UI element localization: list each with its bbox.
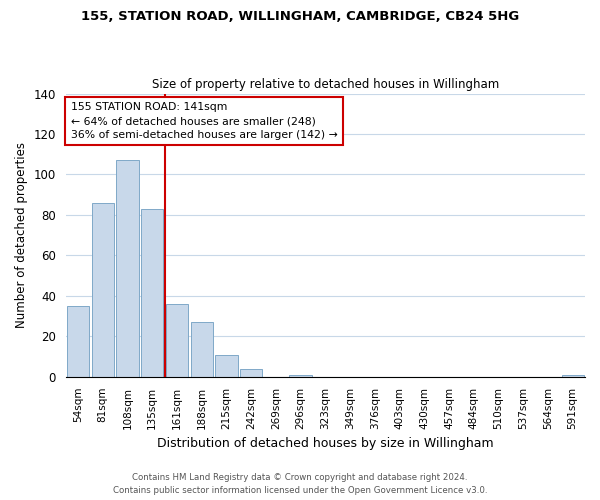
Bar	[92, 203, 114, 377]
Bar	[240, 368, 262, 377]
Bar	[67, 306, 89, 377]
Bar	[166, 304, 188, 377]
Text: 155, STATION ROAD, WILLINGHAM, CAMBRIDGE, CB24 5HG: 155, STATION ROAD, WILLINGHAM, CAMBRIDGE…	[81, 10, 519, 23]
Bar	[116, 160, 139, 377]
Text: Contains HM Land Registry data © Crown copyright and database right 2024.
Contai: Contains HM Land Registry data © Crown c…	[113, 474, 487, 495]
Bar	[141, 209, 163, 377]
Bar	[215, 354, 238, 377]
Bar	[289, 375, 312, 377]
Bar	[191, 322, 213, 377]
Text: 155 STATION ROAD: 141sqm
← 64% of detached houses are smaller (248)
36% of semi-: 155 STATION ROAD: 141sqm ← 64% of detach…	[71, 102, 338, 140]
Bar	[562, 375, 584, 377]
X-axis label: Distribution of detached houses by size in Willingham: Distribution of detached houses by size …	[157, 437, 494, 450]
Title: Size of property relative to detached houses in Willingham: Size of property relative to detached ho…	[152, 78, 499, 91]
Y-axis label: Number of detached properties: Number of detached properties	[15, 142, 28, 328]
